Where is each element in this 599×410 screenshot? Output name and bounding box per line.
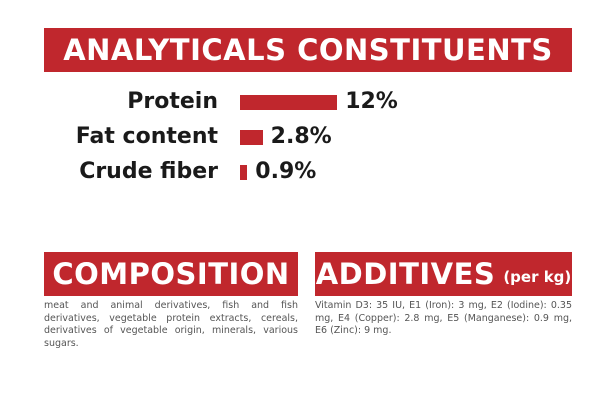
additives-text: Vitamin D3: 35 IU, E1 (Iron): 3 mg, E2 (… [315, 300, 572, 336]
category-label: Crude fiber [79, 159, 218, 184]
additives-title: ADDITIVES [315, 257, 496, 291]
composition-title: COMPOSITION [52, 257, 290, 291]
value-label: 0.9% [255, 159, 317, 184]
chart-title: ANALYTICALS CONSTITUENTS [63, 33, 553, 67]
composition-banner: COMPOSITION [44, 252, 298, 296]
category-label: Protein [127, 89, 218, 114]
category-label: Fat content [75, 124, 218, 149]
value-label: 2.8% [270, 124, 332, 149]
bar [240, 165, 248, 180]
bar-row: Crude fiber 0.9% [0, 157, 599, 187]
additives-banner: ADDITIVES (per kg) [315, 252, 572, 296]
bar-row: Protein 12% [0, 87, 599, 117]
title-banner: ANALYTICALS CONSTITUENTS [44, 28, 572, 72]
value-label: 12% [345, 89, 398, 114]
composition-text: meat and animal derivatives, fish and fi… [44, 300, 298, 349]
bar [240, 130, 263, 145]
additives-unit: (per kg) [503, 268, 572, 286]
bar-row: Fat content 2.8% [0, 122, 599, 152]
bar [240, 95, 338, 110]
